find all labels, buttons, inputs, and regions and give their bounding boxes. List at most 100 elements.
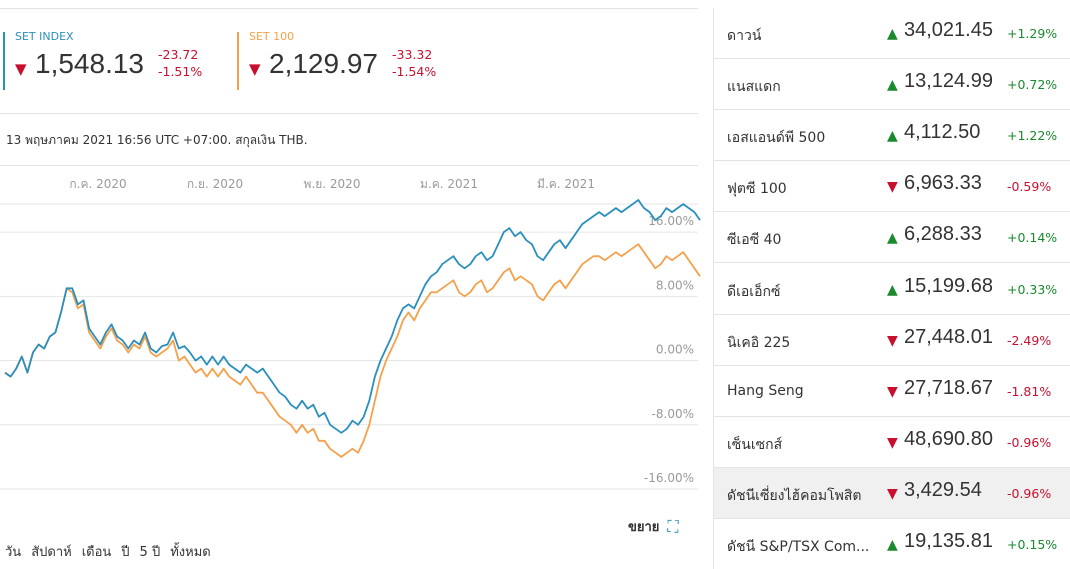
index-change-percent: +1.22%: [1007, 128, 1058, 144]
index-change-percent: +0.14%: [1007, 230, 1058, 246]
index-change-percent: -2.49%: [1007, 332, 1052, 348]
index-row[interactable]: ดีเอเอ็กซ์ ▲ 15,199.68 +0.33%: [714, 264, 1070, 315]
y-tick-label: 0.00%: [656, 343, 694, 357]
y-tick-label: -8.00%: [652, 407, 694, 421]
down-arrow-icon: ▼: [887, 434, 898, 451]
index-value: 27,718.67: [904, 376, 993, 399]
up-arrow-icon: ▲: [887, 230, 898, 247]
index-change: -33.32 -1.54%: [392, 46, 436, 80]
range-tab-year[interactable]: ปี: [121, 545, 130, 560]
series-line-set-index: [4, 199, 701, 434]
divider: [0, 8, 698, 9]
comparison-line-chart[interactable]: 16.00% 8.00% 0.00% -8.00% -16.00% ก.ค. 2020 ก.…: [0, 166, 705, 511]
down-arrow-icon: ▼: [15, 60, 27, 78]
index-row[interactable]: ฟุตซี 100 ▼ 6,963.33 -0.59%: [714, 161, 1070, 213]
index-value: 48,690.80: [904, 427, 993, 450]
index-name: ซีเอซี 40: [727, 232, 782, 249]
set-index-summary[interactable]: SET INDEX ▼ 1,548.13 -23.72 -1.51%: [3, 30, 223, 90]
index-value: 3,429.54: [904, 478, 982, 501]
divider: [0, 113, 698, 114]
index-price: 1,548.13: [35, 48, 144, 79]
index-row[interactable]: นิเคอิ 225 ▼ 27,448.01 -2.49%: [714, 315, 1070, 366]
index-value: 4,112.50: [904, 121, 981, 144]
up-arrow-icon: ▲: [887, 26, 898, 42]
index-change-percent: -0.59%: [1007, 179, 1052, 195]
index-chart-panel: SET INDEX ▼ 1,548.13 -23.72 -1.51% SET 1…: [0, 8, 705, 562]
index-name: ฟุตซี 100: [727, 181, 787, 198]
change-value: -23.72: [158, 47, 199, 62]
index-name: ดัชนีเซี่ยงไฮ้คอมโพสิต: [727, 487, 862, 504]
change-percent: -1.51%: [158, 64, 203, 79]
index-change-percent: +1.29%: [1007, 26, 1058, 41]
series-line-set-100: [4, 243, 701, 458]
index-name: เอสแอนด์พี 500: [727, 130, 826, 147]
index-row[interactable]: ดัชนีเซี่ยงไฮ้คอมโพสิต ▼ 3,429.54 -0.96%: [714, 467, 1070, 519]
y-tick-label: 16.00%: [648, 214, 694, 228]
index-change: -23.72 -1.51%: [158, 46, 202, 80]
set-100-summary[interactable]: SET 100 ▼ 2,129.97 -33.32 -1.54%: [237, 30, 477, 90]
index-row[interactable]: ดัชนี S&P/TSX Com... ▲ 19,135.81 +0.15%: [714, 519, 1070, 569]
index-row[interactable]: เอสแอนด์พี 500 ▲ 4,112.50 +1.22%: [714, 110, 1070, 162]
world-indices-list: ดาวน์ ▲ 34,021.45 +1.29% แนสแดก ▲ 13,124.99 +0.…: [713, 8, 1070, 569]
x-tick-label: พ.ย. 2020: [304, 177, 361, 191]
x-tick-label: ก.ค. 2020: [69, 177, 126, 191]
index-name: ดัชนี S&P/TSX Com...: [727, 539, 870, 555]
range-tab-month[interactable]: เดือน: [81, 545, 112, 560]
range-tab-day[interactable]: วัน: [5, 545, 22, 560]
index-change-percent: +0.72%: [1007, 77, 1058, 93]
index-change-percent: +0.15%: [1007, 537, 1058, 552]
index-row[interactable]: แนสแดก ▲ 13,124.99 +0.72%: [714, 59, 1070, 111]
index-name: ดาวน์: [727, 28, 762, 44]
up-arrow-icon: ▲: [887, 281, 898, 298]
down-arrow-icon: ▼: [249, 60, 261, 78]
index-row[interactable]: เซ็นเซกส์ ▼ 48,690.80 -0.96%: [714, 417, 1070, 468]
index-value: 13,124.99: [904, 70, 993, 93]
range-tab-week[interactable]: สัปดาห์: [31, 545, 72, 560]
index-value: 6,963.33: [904, 172, 982, 195]
range-tab-5-year[interactable]: 5 ปี: [139, 545, 161, 560]
index-row[interactable]: ซีเอซี 40 ▲ 6,288.33 +0.14%: [714, 212, 1070, 264]
change-percent: -1.54%: [392, 64, 437, 79]
divider: [0, 165, 698, 166]
down-arrow-icon: ▼: [887, 179, 898, 196]
y-tick-label: -16.00%: [644, 471, 694, 485]
index-value: 6,288.33: [904, 223, 982, 246]
expand-chart-button[interactable]: ขยาย ⛶: [628, 516, 679, 537]
range-tab-all[interactable]: ทั้งหมด: [170, 545, 211, 560]
index-name: SET 100: [249, 30, 295, 43]
index-name: แนสแดก: [727, 79, 781, 96]
fullscreen-icon: ⛶: [667, 516, 679, 536]
down-arrow-icon: ▼: [887, 383, 898, 400]
time-range-tabs: วัน สัปดาห์ เดือน ปี 5 ปี ทั้งหมด: [5, 541, 211, 562]
index-row[interactable]: ดาวน์ ▲ 34,021.45 +1.29%: [714, 8, 1070, 59]
index-change-percent: +0.33%: [1007, 281, 1058, 297]
index-name: นิเคอิ 225: [727, 334, 791, 351]
index-value: 15,199.68: [904, 274, 993, 297]
up-arrow-icon: ▲: [887, 128, 898, 145]
index-change-percent: -0.96%: [1007, 485, 1052, 501]
down-arrow-icon: ▼: [887, 332, 898, 349]
index-name: เซ็นเซกส์: [727, 436, 783, 453]
change-value: -33.32: [392, 47, 433, 62]
index-name: Hang Seng: [727, 382, 804, 399]
x-tick-label: มี.ค. 2021: [537, 177, 595, 191]
x-tick-label: ก.ย. 2020: [187, 177, 243, 191]
series-color-bar: [237, 32, 239, 90]
index-value: 19,135.81: [904, 530, 993, 552]
index-row[interactable]: Hang Seng ▼ 27,718.67 -1.81%: [714, 366, 1070, 417]
down-arrow-icon: ▼: [887, 485, 898, 502]
index-change-percent: -0.96%: [1007, 434, 1052, 450]
series-color-bar: [3, 32, 5, 90]
index-name: ดีเอเอ็กซ์: [727, 283, 781, 300]
index-change-percent: -1.81%: [1007, 383, 1052, 399]
up-arrow-icon: ▲: [887, 537, 898, 553]
index-price: 2,129.97: [269, 48, 378, 79]
y-tick-label: 8.00%: [656, 278, 694, 292]
index-value: 34,021.45: [904, 19, 993, 41]
index-name: SET INDEX: [15, 30, 74, 43]
expand-label: ขยาย: [628, 520, 660, 535]
index-value: 27,448.01: [904, 325, 993, 348]
x-tick-label: ม.ค. 2021: [420, 177, 478, 191]
up-arrow-icon: ▲: [887, 77, 898, 94]
